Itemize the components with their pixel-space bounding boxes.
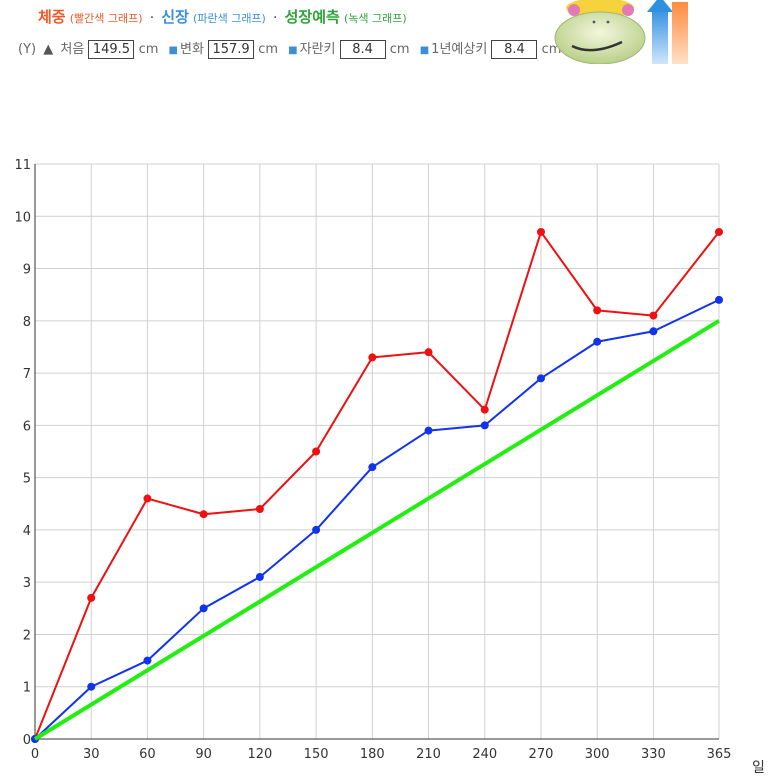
weight-series-point xyxy=(480,405,489,414)
unit-label: cm xyxy=(138,42,159,57)
weight-series-point xyxy=(424,348,433,357)
legend-separator: · xyxy=(273,10,278,26)
y-tick-label: 11 xyxy=(14,158,31,173)
series xyxy=(31,227,723,743)
up-arrow-icon: ▲ xyxy=(43,42,54,57)
bullet-icon: ■ xyxy=(288,45,298,56)
height-series-point xyxy=(199,604,208,613)
unit-label: cm xyxy=(389,42,410,57)
x-tick-label: 330 xyxy=(641,747,666,762)
y-tick-label: 5 xyxy=(23,472,31,487)
height-series-point xyxy=(649,327,658,336)
x-tick-label: 30 xyxy=(83,747,100,762)
legend: 체중 (빨간색 그래프) · 신장 (파란색 그래프) · 성장예측 (녹색 그… xyxy=(38,6,407,27)
x-tick-label: 180 xyxy=(360,747,385,762)
axes xyxy=(34,164,719,740)
unit-label: cm xyxy=(258,42,278,57)
height-series-point xyxy=(368,463,377,472)
legend-height-label: 신장 xyxy=(161,8,189,26)
bullet-icon: ■ xyxy=(419,45,430,56)
bullet-icon: ■ xyxy=(168,45,178,56)
height-series-point xyxy=(715,295,723,304)
weight-series-point xyxy=(715,227,723,236)
legend-separator: · xyxy=(149,10,155,26)
height-series-point xyxy=(87,682,96,691)
weight-series-point xyxy=(593,306,602,315)
x-tick-label: 150 xyxy=(304,747,329,762)
x-tick-label: 60 xyxy=(139,747,156,762)
annual-label: 1년예상키 xyxy=(431,42,488,57)
weight-series-point xyxy=(87,593,96,602)
y-tick-label: 3 xyxy=(23,576,31,591)
y-tick-label: 1 xyxy=(23,681,31,696)
y-axis-label: (Y) xyxy=(18,42,37,57)
height-series-line xyxy=(34,299,720,740)
chart-header: 체중 (빨간색 그래프) · 신장 (파란색 그래프) · 성장예측 (녹색 그… xyxy=(0,0,773,70)
height-readout: (Y) ▲ 처음 149.5 cm ■ 변화 157.9 cm ■ 자란키 8.4 … xyxy=(18,38,561,59)
legend-weight-label: 체중 xyxy=(38,8,66,26)
y-tick-label: 8 xyxy=(23,315,31,330)
height-series-point xyxy=(312,525,321,534)
growth-label: 자란키 xyxy=(299,42,336,57)
prediction-series-line xyxy=(33,319,721,741)
growth-value-field: 8.4 xyxy=(339,40,386,59)
change-label: 변화 xyxy=(179,42,204,57)
x-tick-label: 90 xyxy=(195,747,212,762)
y-tick-label: 0 xyxy=(23,733,31,748)
height-series-point xyxy=(255,572,264,581)
y-tick-label: 6 xyxy=(23,419,31,434)
weight-series-point xyxy=(143,494,152,503)
height-series-point xyxy=(480,421,489,430)
weight-series-line xyxy=(34,230,720,740)
weight-series-point xyxy=(536,227,545,236)
weight-series-point xyxy=(199,510,208,519)
x-axis-label: 일 xyxy=(752,760,765,776)
y-tick-label: 2 xyxy=(23,628,31,643)
weight-series-point xyxy=(312,447,321,456)
tick-labels: 0 1 2 3 4 5 6 7 8 9 10 11 0 30 60 90 120 150 180 210 240 270 3… xyxy=(14,158,764,776)
x-tick-label: 210 xyxy=(416,747,441,762)
legend-prediction-label: 성장예측 xyxy=(284,8,340,26)
height-series-point xyxy=(593,337,602,346)
weight-series-point xyxy=(255,505,264,513)
annual-value-field: 8.4 xyxy=(491,40,538,59)
weight-series-point xyxy=(649,311,658,320)
change-value-field: 157.9 xyxy=(208,40,255,59)
y-tick-label: 4 xyxy=(23,524,31,539)
y-tick-label: 10 xyxy=(14,210,31,225)
x-tick-label: 365 xyxy=(707,747,732,762)
legend-height-note: (파란색 그래프) xyxy=(193,12,266,25)
mascot-image xyxy=(554,0,688,64)
y-tick-label: 9 xyxy=(23,263,31,278)
legend-prediction-note: (녹색 그래프) xyxy=(343,12,407,25)
weight-series-point xyxy=(368,353,377,362)
x-tick-label: 120 xyxy=(247,747,272,762)
start-value-field: 149.5 xyxy=(88,40,135,59)
legend-weight-note: (빨간색 그래프) xyxy=(69,12,143,25)
x-tick-label: 0 xyxy=(31,747,39,762)
height-series-point xyxy=(143,656,152,665)
x-tick-label: 270 xyxy=(529,747,554,762)
height-series-point xyxy=(424,426,433,435)
x-tick-label: 240 xyxy=(472,747,497,762)
start-label: 처음 xyxy=(60,42,85,57)
y-tick-label: 7 xyxy=(23,367,31,382)
grid xyxy=(34,163,720,740)
x-tick-label: 300 xyxy=(585,747,610,762)
height-series-point xyxy=(536,374,545,383)
